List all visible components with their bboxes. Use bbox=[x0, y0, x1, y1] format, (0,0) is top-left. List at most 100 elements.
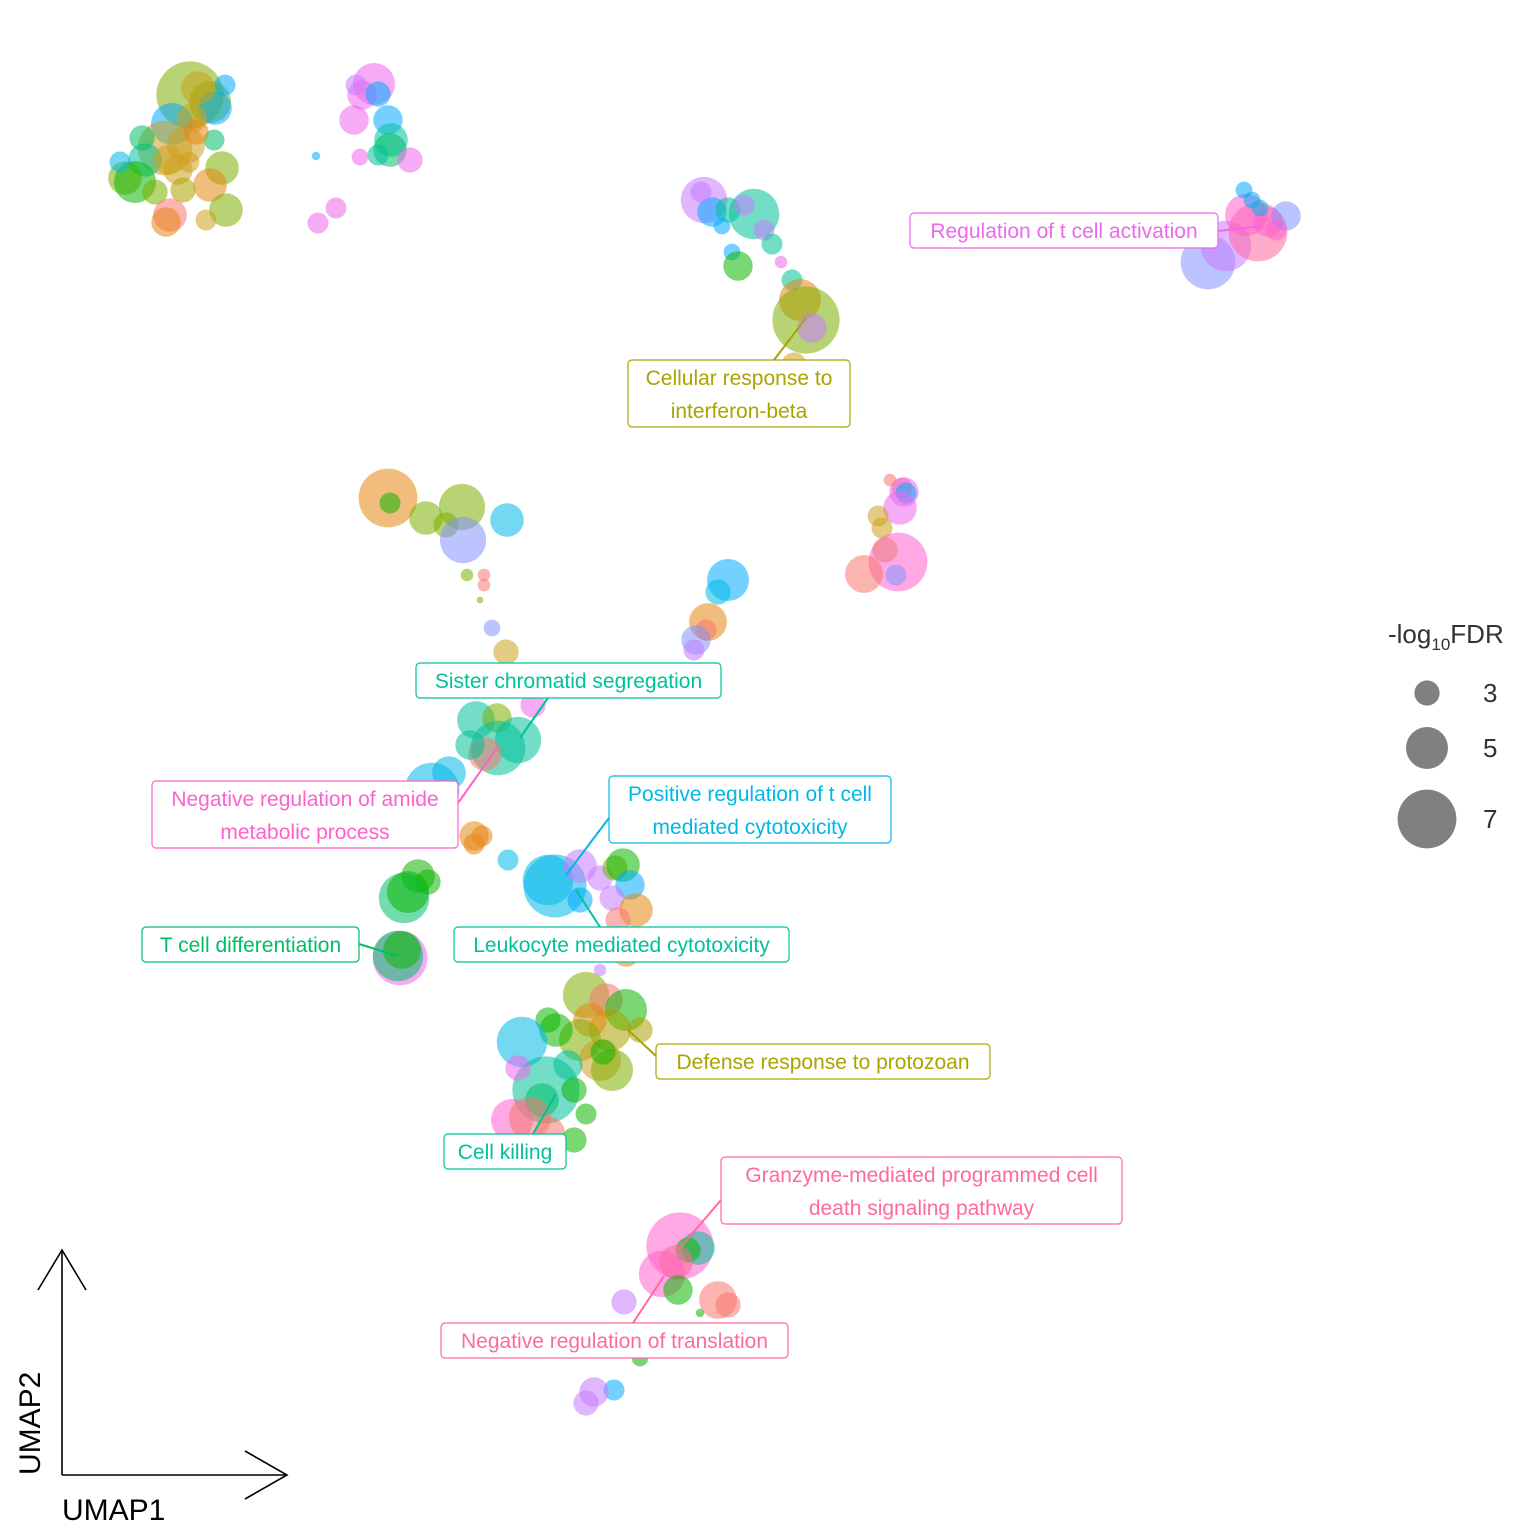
data-point bbox=[590, 1039, 616, 1065]
umap2-arrow-head bbox=[37, 1248, 87, 1291]
data-point bbox=[439, 516, 487, 564]
label-text: Cellular response to bbox=[646, 367, 833, 390]
legend-size-circle bbox=[1397, 789, 1457, 849]
data-point bbox=[659, 1245, 693, 1279]
data-point bbox=[153, 145, 183, 175]
data-point bbox=[715, 1292, 741, 1318]
data-point bbox=[307, 212, 329, 234]
cluster-label: Cell killing bbox=[443, 1093, 567, 1170]
data-point bbox=[455, 730, 485, 760]
label-text: Negative regulation of translation bbox=[461, 1330, 768, 1353]
data-point bbox=[476, 596, 484, 604]
data-point bbox=[723, 251, 753, 281]
labels-layer: Regulation of t cell activation Cellular … bbox=[141, 212, 1263, 1359]
label-text: interferon-beta bbox=[671, 400, 808, 423]
label-box bbox=[655, 1043, 991, 1080]
label-box bbox=[720, 1156, 1123, 1225]
label-box bbox=[443, 1133, 567, 1170]
data-point bbox=[871, 517, 893, 539]
data-point bbox=[339, 105, 369, 135]
data-point bbox=[845, 555, 883, 593]
cluster-label: Defense response to protozoan bbox=[627, 1029, 991, 1080]
label-box bbox=[141, 926, 360, 963]
label-text: Negative regulation of amide bbox=[171, 788, 438, 811]
data-point bbox=[561, 1127, 587, 1153]
label-text: Granzyme-mediated programmed cell bbox=[745, 1164, 1097, 1187]
data-point bbox=[379, 492, 401, 514]
data-point bbox=[109, 151, 131, 173]
data-point bbox=[387, 871, 429, 913]
data-point bbox=[1265, 219, 1287, 241]
cluster-label: T cell differentiation bbox=[141, 926, 399, 963]
axis-arrows: UMAP1 UMAP2 bbox=[14, 1248, 289, 1527]
data-point bbox=[460, 568, 474, 582]
data-point bbox=[493, 639, 519, 665]
data-point bbox=[311, 151, 321, 161]
y-axis-label: UMAP2 bbox=[14, 1372, 47, 1475]
data-point bbox=[367, 144, 389, 166]
legend-size-label: 3 bbox=[1483, 678, 1497, 708]
cluster-label: Positive regulation of t cell mediated cy… bbox=[565, 775, 892, 876]
label-text: metabolic process bbox=[220, 821, 389, 844]
data-point bbox=[627, 1017, 653, 1043]
data-point bbox=[496, 1016, 548, 1068]
legend-size-circle bbox=[1414, 680, 1440, 706]
label-leader-line bbox=[358, 943, 399, 957]
data-point bbox=[183, 119, 209, 145]
label-text: Defense response to protozoan bbox=[676, 1051, 969, 1074]
data-point bbox=[471, 825, 493, 847]
data-point bbox=[761, 233, 783, 255]
label-text: mediated cytotoxicity bbox=[653, 816, 848, 839]
cluster-label: Regulation of t cell activation bbox=[909, 212, 1263, 249]
label-text: Sister chromatid segregation bbox=[435, 670, 702, 693]
data-point bbox=[599, 885, 625, 911]
data-point bbox=[868, 532, 928, 592]
data-point bbox=[325, 197, 347, 219]
cluster-label: Negative regulation of amide metabolic pr… bbox=[151, 747, 498, 849]
cluster-label: Granzyme-mediated programmed cell death s… bbox=[679, 1156, 1123, 1249]
data-point bbox=[397, 147, 423, 173]
size-legend: -log10FDR 3 5 7 bbox=[1388, 619, 1504, 849]
data-point bbox=[683, 639, 705, 661]
x-axis-label: UMAP1 bbox=[62, 1494, 165, 1527]
data-point bbox=[209, 193, 243, 227]
label-box bbox=[627, 359, 851, 428]
data-point bbox=[797, 313, 827, 343]
label-leader-line bbox=[457, 747, 498, 804]
data-point bbox=[203, 129, 225, 151]
legend-title: -log10FDR bbox=[1388, 619, 1504, 654]
data-point bbox=[713, 217, 731, 235]
data-point bbox=[603, 1379, 625, 1401]
data-point bbox=[195, 209, 217, 231]
label-text: Regulation of t cell activation bbox=[930, 220, 1197, 243]
label-text: Positive regulation of t cell bbox=[628, 783, 872, 806]
data-point bbox=[605, 907, 631, 933]
label-leader-line bbox=[632, 1275, 665, 1324]
label-leader-line bbox=[532, 1093, 557, 1135]
label-box bbox=[151, 780, 459, 849]
data-point bbox=[490, 503, 524, 537]
legend-size-label: 5 bbox=[1483, 733, 1497, 763]
data-point bbox=[178, 151, 200, 173]
label-box bbox=[453, 926, 790, 963]
label-leader-line bbox=[627, 1029, 657, 1057]
data-point bbox=[690, 181, 712, 203]
umap1-arrow-head bbox=[244, 1450, 289, 1500]
cluster-label: Leukocyte mediated cytotoxicity bbox=[453, 889, 790, 963]
label-text: death signaling pathway bbox=[809, 1197, 1035, 1220]
data-point bbox=[611, 1289, 637, 1315]
data-point bbox=[883, 473, 897, 487]
label-leader-line bbox=[1217, 225, 1263, 232]
label-box bbox=[909, 212, 1219, 249]
data-point bbox=[1251, 199, 1269, 217]
cluster-label: Negative regulation of translation bbox=[440, 1275, 789, 1359]
label-leader-line bbox=[565, 817, 610, 876]
data-point bbox=[774, 255, 788, 269]
data-point bbox=[351, 148, 369, 166]
data-point bbox=[733, 194, 755, 216]
data-point bbox=[477, 578, 491, 592]
data-point bbox=[214, 74, 236, 96]
data-point bbox=[561, 1077, 587, 1103]
data-point bbox=[170, 177, 196, 203]
data-point bbox=[497, 849, 519, 871]
